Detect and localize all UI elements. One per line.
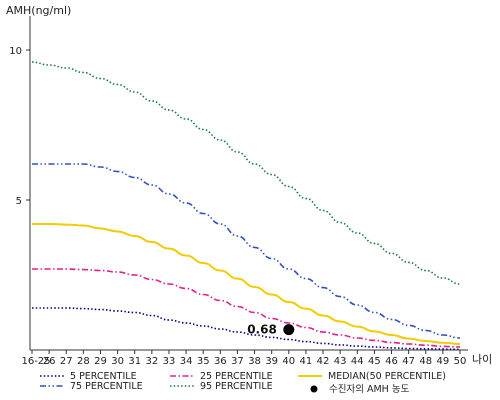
legend-label: 95 PERCENTILE — [200, 381, 273, 392]
x-tick-label: 46 — [385, 356, 398, 367]
x-tick-label: 30 — [111, 356, 124, 367]
y-tick-label: 10 — [9, 46, 22, 57]
x-tick-label: 40 — [282, 356, 295, 367]
x-tick-label: 16-25 — [21, 356, 50, 367]
x-tick-label: 41 — [300, 356, 313, 367]
x-tick-label: 26 — [43, 356, 56, 367]
series-line-25-percentile — [32, 268, 461, 348]
x-tick-label: 39 — [265, 356, 278, 367]
x-tick-label: 48 — [419, 356, 432, 367]
x-tick-label: 45 — [368, 356, 381, 367]
legend-label: 5 PERCENTILE — [70, 371, 137, 382]
x-tick-label: 29 — [94, 356, 107, 367]
legend-label: MEDIAN(50 PERCENTILE) — [328, 371, 446, 382]
axes — [29, 16, 468, 351]
legend-label: 75 PERCENTILE — [70, 381, 143, 392]
x-tick-label: 38 — [248, 356, 261, 367]
x-tick-label: 44 — [351, 356, 364, 367]
marker-value-label: 0.68 — [247, 323, 277, 337]
x-tick-label: 28 — [77, 356, 90, 367]
series-line-median-50-percentile — [32, 223, 461, 345]
legend-label: 수진자의 AMH 농도 — [329, 384, 410, 395]
x-tick-label: 42 — [317, 356, 330, 367]
x-tick-label: 36 — [214, 356, 227, 367]
marker-point — [283, 324, 295, 336]
legend-label: 25 PERCENTILE — [200, 371, 273, 382]
x-tick-label: 37 — [231, 356, 244, 367]
x-tick-label: 35 — [197, 356, 210, 367]
y-axis-title: AMH(ng/ml) — [6, 4, 71, 17]
x-tick-label: 34 — [180, 356, 193, 367]
series-line-95-percentile — [31, 61, 461, 285]
series-layer — [31, 61, 461, 351]
y-tick-label: 5 — [16, 196, 22, 207]
x-tick-label: 49 — [437, 356, 450, 367]
x-axis-title: 나이 — [472, 353, 492, 366]
series-line-75-percentile — [32, 163, 461, 339]
x-tick-label: 47 — [402, 356, 415, 367]
x-tick-label: 43 — [334, 356, 347, 367]
x-tick-label: 50 — [454, 356, 467, 367]
x-tick-label: 31 — [128, 356, 141, 367]
x-tick-label: 27 — [60, 356, 73, 367]
x-tick-label: 33 — [163, 356, 176, 367]
x-tick-label: 32 — [145, 356, 158, 367]
marker-layer: 0.68 — [247, 323, 295, 337]
y-ticks: 10 5 — [9, 46, 30, 207]
legend: 5 PERCENTILE 25 PERCENTILE MEDIAN(50 PERCE… — [40, 371, 446, 395]
legend-marker-swatch — [310, 385, 318, 393]
